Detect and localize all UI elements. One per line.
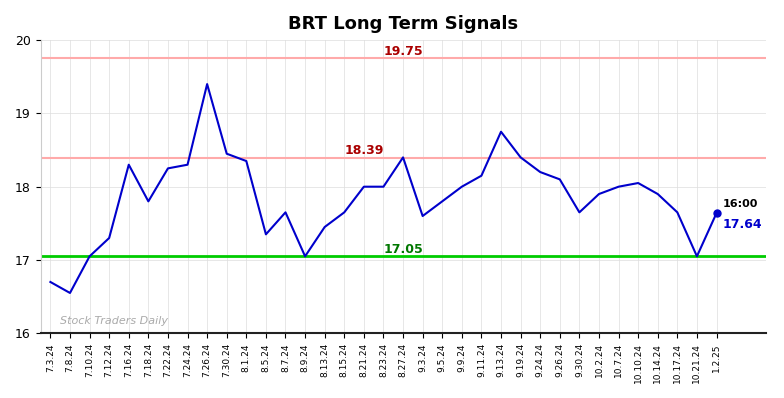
- Text: Stock Traders Daily: Stock Traders Daily: [60, 316, 169, 326]
- Text: 17.05: 17.05: [383, 243, 423, 256]
- Text: 19.75: 19.75: [383, 45, 423, 58]
- Text: 18.39: 18.39: [344, 144, 383, 158]
- Title: BRT Long Term Signals: BRT Long Term Signals: [288, 15, 518, 33]
- Text: 17.64: 17.64: [722, 218, 762, 230]
- Text: 16:00: 16:00: [722, 199, 758, 209]
